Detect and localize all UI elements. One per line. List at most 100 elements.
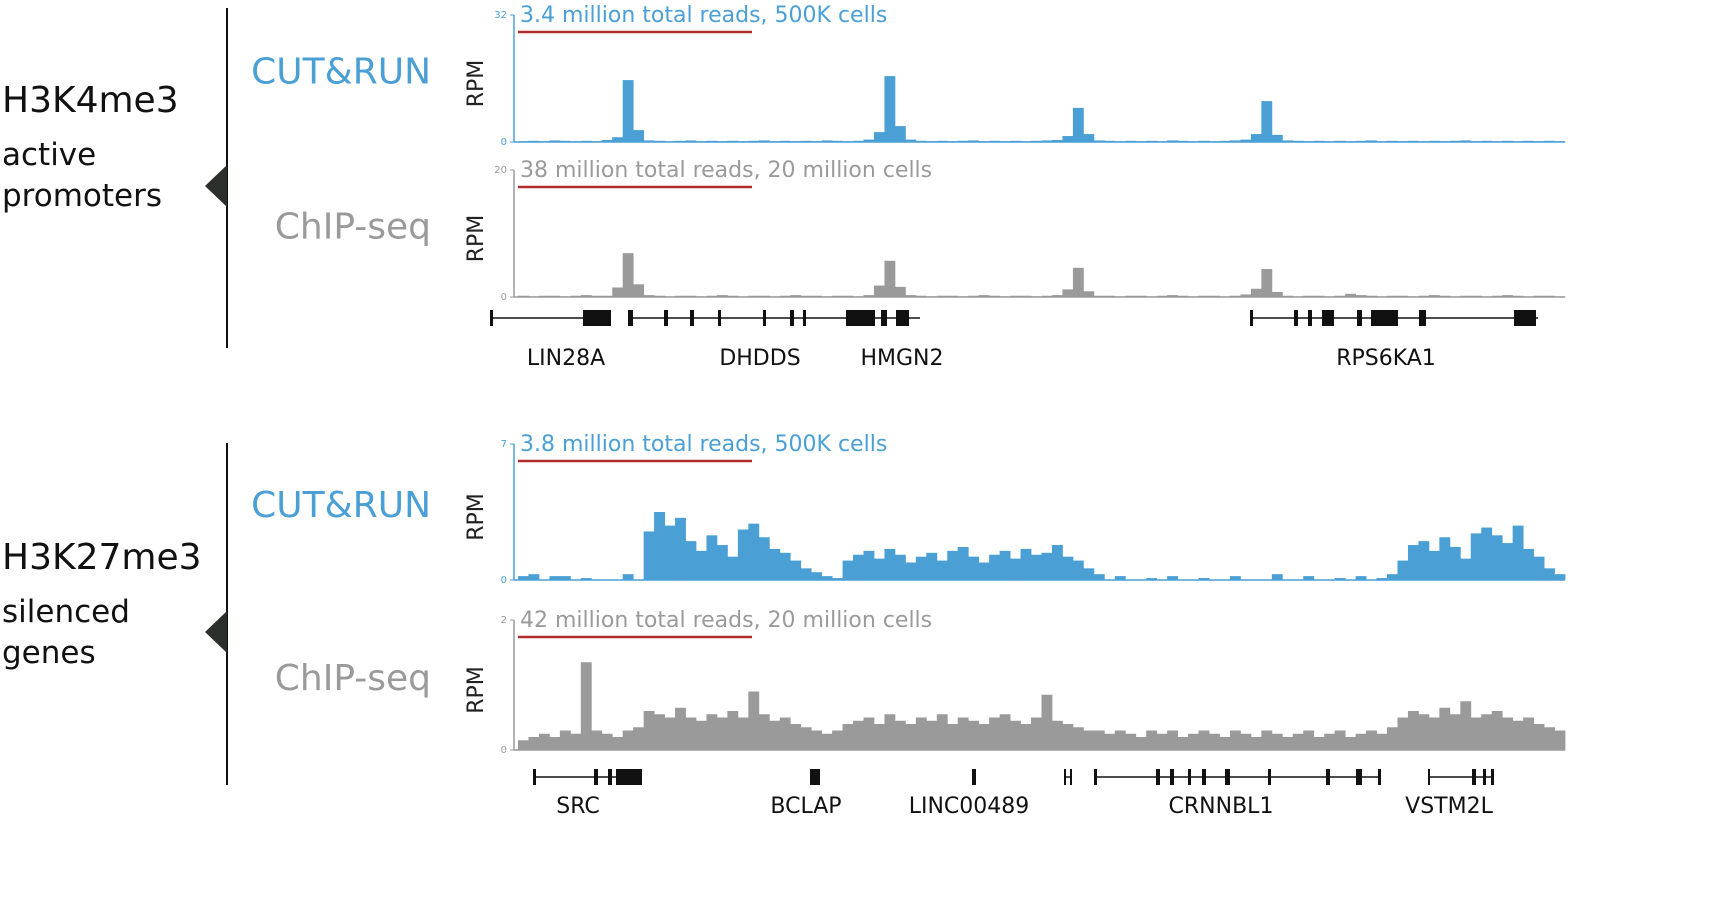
exon xyxy=(1491,769,1494,785)
gene-label: LIN28A xyxy=(527,346,605,371)
signal-bin xyxy=(1324,141,1336,142)
signal-bin xyxy=(1428,140,1440,142)
exon xyxy=(1371,310,1398,326)
annotation: 42 million total reads, 20 million cells xyxy=(520,608,932,633)
signal-bin xyxy=(1449,714,1461,750)
signal-bin xyxy=(1418,714,1430,750)
signal-bin xyxy=(737,529,749,580)
signal-bin xyxy=(1292,296,1304,297)
signal-bin xyxy=(842,560,854,580)
signal-bin xyxy=(570,141,582,142)
signal-bin xyxy=(1491,535,1503,580)
signal-bin xyxy=(1397,560,1409,580)
signal-bin xyxy=(1554,574,1566,580)
signal-bin xyxy=(559,296,571,297)
signal-bin xyxy=(1387,727,1398,750)
signal-bin xyxy=(1167,576,1179,580)
signal-bin xyxy=(999,714,1011,750)
y-axis-label: RPM xyxy=(464,60,489,108)
signal-bin xyxy=(1324,733,1336,750)
signal-bin xyxy=(727,140,739,142)
signal-bin xyxy=(1072,107,1084,142)
signal-bin xyxy=(737,141,749,142)
signal-bin xyxy=(758,295,770,297)
signal-bin xyxy=(1062,556,1074,580)
signal-bin xyxy=(1072,267,1084,297)
exon xyxy=(594,769,598,785)
signal-bin xyxy=(695,720,707,750)
signal-bin xyxy=(1554,730,1566,750)
signal-bin xyxy=(685,541,697,580)
signal-bin xyxy=(1219,737,1231,750)
signal-bin xyxy=(1010,720,1021,750)
signal-bin xyxy=(1366,730,1377,750)
signal-bin xyxy=(612,137,624,142)
signal-bin xyxy=(528,574,540,580)
signal-bin xyxy=(633,284,645,297)
signal-bin xyxy=(832,730,843,750)
signal-bin xyxy=(518,576,529,580)
signal-bin xyxy=(1324,296,1336,297)
signal-bin xyxy=(884,714,896,750)
signal-bin xyxy=(790,141,802,142)
signal-bin xyxy=(1177,295,1189,297)
signal-bin xyxy=(1303,141,1315,142)
signal-bin xyxy=(1387,295,1398,297)
signal-bin xyxy=(1502,717,1514,750)
signal-bin xyxy=(926,552,938,580)
signal-bin xyxy=(1271,574,1283,580)
signal-bin xyxy=(1271,134,1283,142)
exon xyxy=(1428,769,1430,785)
signal-bin xyxy=(706,535,718,580)
signal-bin xyxy=(1167,140,1179,142)
y-tick-label: 2 xyxy=(501,615,507,626)
signal-bin xyxy=(1093,140,1105,142)
signal-bin xyxy=(1334,295,1346,297)
exon xyxy=(896,310,909,326)
signal-bin xyxy=(518,141,529,142)
signal-bin xyxy=(1533,724,1545,750)
signal-bin xyxy=(1261,730,1273,750)
signal-bin xyxy=(999,550,1011,580)
y-axis-label: RPM xyxy=(464,666,489,714)
signal-bin xyxy=(1491,295,1503,297)
signal-bin xyxy=(1240,294,1252,297)
signal-bin xyxy=(1229,576,1241,580)
signal-bin xyxy=(580,662,592,750)
signal-bin xyxy=(957,717,969,750)
signal-bin xyxy=(643,140,655,142)
signal-bin xyxy=(1439,707,1451,750)
signal-bin xyxy=(821,576,833,580)
signal-bin xyxy=(853,720,864,750)
signal-bin xyxy=(1502,295,1514,297)
signal-bin xyxy=(905,562,917,580)
y-tick-label: 0 xyxy=(501,292,507,303)
gene-label: VSTM2L xyxy=(1405,794,1493,819)
gene-label: BCLAP xyxy=(770,794,841,819)
signal-bin xyxy=(1083,134,1095,142)
signal-bin xyxy=(1041,140,1053,142)
signal-bin xyxy=(633,130,645,142)
signal-bin xyxy=(601,733,613,750)
signal-bin xyxy=(1449,140,1461,142)
signal-bin xyxy=(1345,737,1356,750)
description: silenced genes xyxy=(2,594,130,671)
signal-bin xyxy=(1271,291,1283,297)
signal-bin xyxy=(811,141,823,142)
signal-bin xyxy=(1135,141,1147,142)
signal-bin xyxy=(1397,717,1409,750)
signal-bin xyxy=(748,691,760,750)
signal-bin xyxy=(622,574,634,580)
signal-bin xyxy=(1051,140,1063,142)
signal-bin xyxy=(1544,140,1555,142)
signal-bin xyxy=(863,295,875,297)
signal-bin xyxy=(549,737,561,750)
signal-bin xyxy=(549,576,561,580)
signal-bin xyxy=(1449,546,1461,580)
signal-bin xyxy=(538,295,550,297)
y-tick-label: 0 xyxy=(501,745,507,756)
exon xyxy=(1357,310,1362,326)
signal-bin xyxy=(779,552,791,580)
signal-bin xyxy=(1418,141,1430,142)
signal-bin xyxy=(1502,140,1514,142)
